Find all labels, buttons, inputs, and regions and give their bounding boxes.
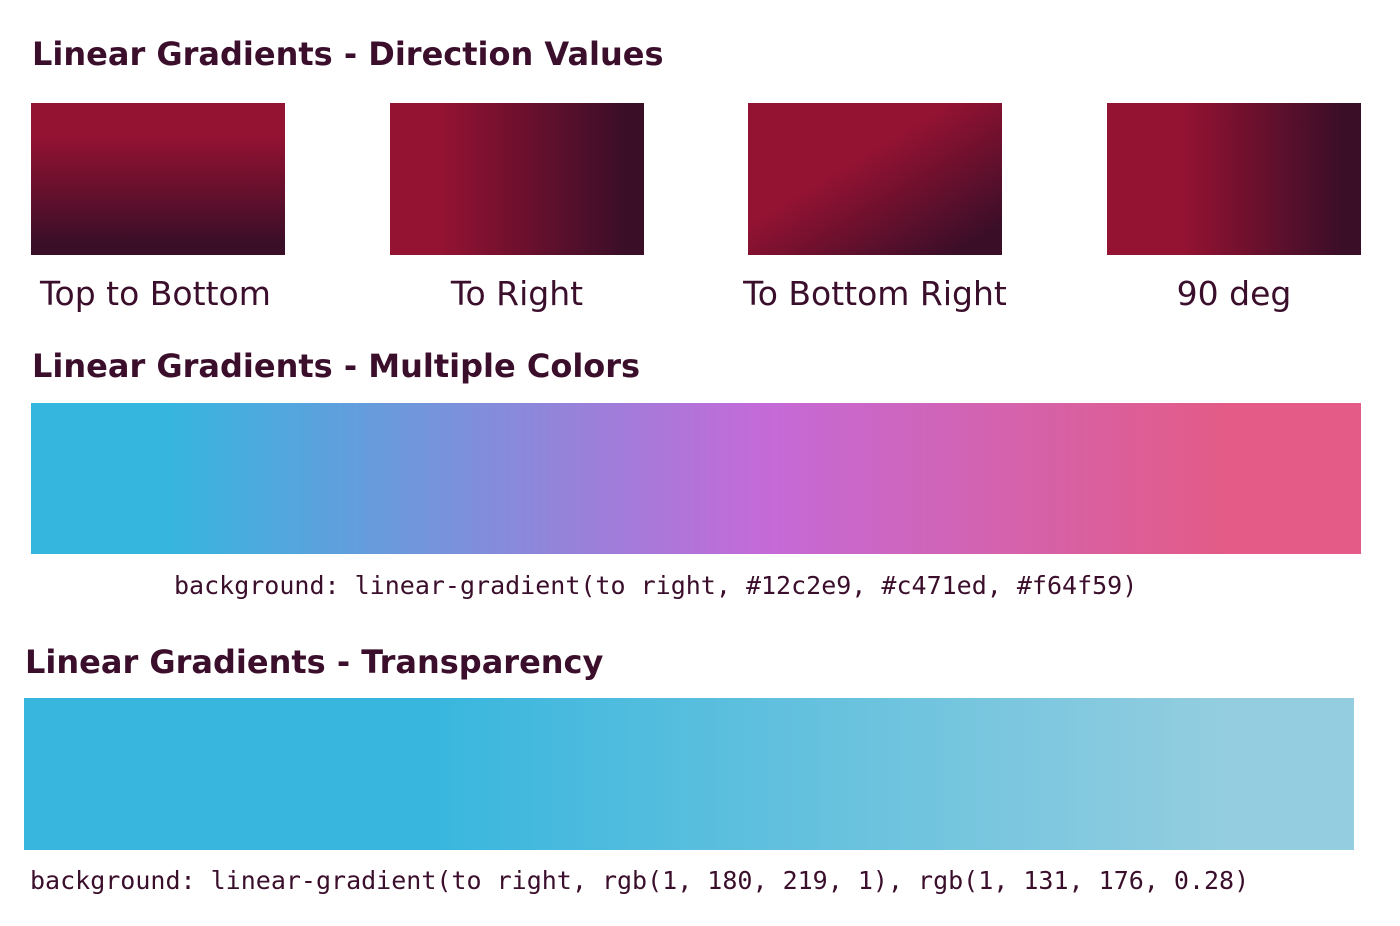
code-snippet-multiple-colors: background: linear-gradient(to right, #1… — [174, 571, 1138, 600]
code-snippet-transparency: background: linear-gradient(to right, rg… — [30, 866, 1250, 895]
gradient-swatch-top-to-bottom — [31, 103, 285, 255]
section-title-direction: Linear Gradients - Direction Values — [32, 35, 664, 73]
gradient-swatch-to-bottom-right — [748, 103, 1002, 255]
gradient-bar-multiple-colors — [31, 403, 1361, 554]
swatch-label-top-to-bottom: Top to Bottom — [40, 274, 271, 313]
swatch-label-to-bottom-right: To Bottom Right — [743, 274, 1007, 313]
swatch-label-to-right: To Right — [450, 274, 584, 313]
section-title-multiple-colors: Linear Gradients - Multiple Colors — [32, 347, 641, 385]
swatch-label-90-deg: 90 deg — [1176, 274, 1292, 313]
gradient-bar-transparency — [24, 698, 1354, 850]
section-title-transparency: Linear Gradients - Transparency — [25, 643, 604, 681]
gradient-swatch-to-right — [390, 103, 644, 255]
gradient-swatch-90-deg — [1107, 103, 1361, 255]
